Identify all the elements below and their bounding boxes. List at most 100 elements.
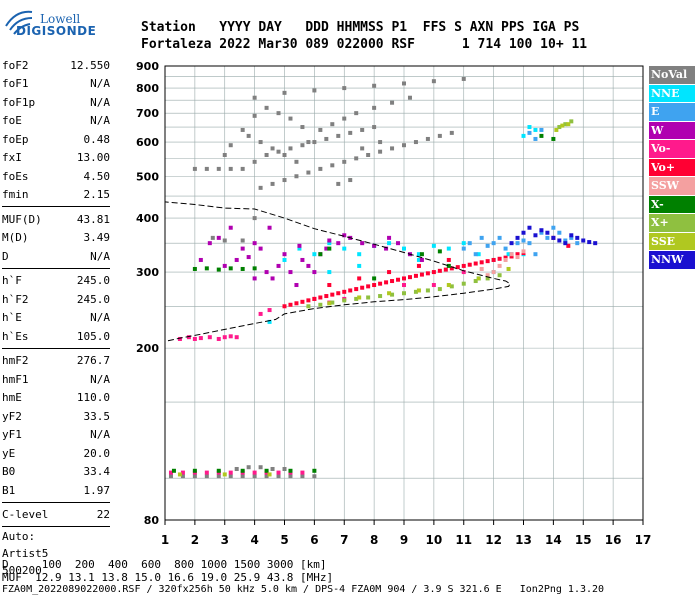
- data-point: [300, 299, 305, 304]
- data-point: [216, 267, 221, 272]
- data-point: [360, 127, 365, 132]
- data-point: [384, 246, 389, 251]
- data-point: [581, 238, 586, 243]
- data-point: [288, 468, 293, 473]
- data-point: [228, 470, 233, 475]
- param-value: 2.15: [83, 188, 111, 202]
- data-point: [419, 257, 424, 262]
- data-point: [216, 235, 221, 240]
- param-row: yF2 33.5: [2, 407, 110, 426]
- data-point: [539, 228, 544, 233]
- data-point: [467, 262, 472, 267]
- legend-item-x-: X-: [649, 195, 695, 213]
- param-group-autoscaling: Auto: Artist5 500200: [2, 530, 110, 581]
- data-point: [387, 235, 392, 240]
- param-value: 43.81: [76, 212, 110, 226]
- data-point: [336, 181, 341, 186]
- data-point: [330, 163, 335, 168]
- data-point: [324, 246, 329, 251]
- data-point: [593, 241, 598, 246]
- data-point: [327, 270, 332, 275]
- data-point: [234, 257, 239, 262]
- data-point: [240, 238, 245, 243]
- legend-item-ssw: SSW: [649, 177, 695, 195]
- data-point: [216, 468, 221, 473]
- data-point: [258, 246, 263, 251]
- param-name: B0: [2, 465, 16, 479]
- data-point: [288, 116, 293, 121]
- param-row: foF2 12.550: [2, 56, 110, 75]
- data-point: [497, 263, 502, 268]
- param-name: foEp: [2, 132, 29, 146]
- data-point: [204, 266, 209, 271]
- data-point: [551, 225, 556, 230]
- data-point: [533, 136, 538, 141]
- param-value: 276.7: [76, 354, 110, 368]
- data-point: [521, 238, 526, 243]
- param-value: 110.0: [76, 391, 110, 405]
- data-point: [192, 468, 197, 473]
- x-tick-label: 16: [605, 533, 622, 547]
- data-point: [566, 243, 571, 248]
- series-nnw: [509, 225, 598, 246]
- series-x-: [306, 119, 574, 309]
- data-point: [437, 133, 442, 138]
- data-point: [246, 465, 251, 470]
- data-point: [390, 146, 395, 151]
- data-point: [497, 235, 502, 240]
- param-value: 245.0: [76, 292, 110, 306]
- data-point: [297, 246, 302, 251]
- data-point: [366, 284, 371, 289]
- series-w: [198, 225, 424, 288]
- series-ssw: [479, 249, 526, 278]
- data-point: [497, 256, 502, 261]
- data-point: [515, 235, 520, 240]
- data-point: [575, 241, 580, 246]
- param-value: N/A: [90, 372, 110, 386]
- data-point: [270, 466, 275, 471]
- param-name: yF1: [2, 428, 22, 442]
- data-point: [587, 240, 592, 245]
- data-point: [521, 133, 526, 138]
- data-point: [258, 465, 263, 470]
- data-point: [521, 249, 526, 254]
- data-point: [527, 125, 532, 130]
- data-point: [240, 127, 245, 132]
- data-point: [566, 122, 571, 127]
- data-point: [378, 294, 383, 299]
- param-name: C-level: [2, 508, 49, 522]
- data-point: [252, 95, 257, 100]
- y-tick-label: 900: [136, 60, 159, 73]
- param-name: fxI: [2, 151, 22, 165]
- param-name: B1: [2, 483, 16, 497]
- footer-muf: MUF 12.9 13.1 13.8 15.0 16.6 19.0 25.9 4…: [2, 571, 334, 584]
- data-point: [372, 83, 377, 88]
- data-point: [246, 255, 251, 260]
- data-point: [177, 336, 182, 341]
- data-point: [461, 76, 466, 81]
- x-tick-label: 11: [455, 533, 472, 547]
- data-point: [533, 252, 538, 257]
- data-point: [297, 243, 302, 248]
- y-tick-label: 700: [136, 107, 159, 120]
- param-name: M(D): [2, 231, 29, 245]
- param-value: 1.97: [83, 483, 111, 497]
- param-row: C-level 22: [2, 506, 110, 525]
- data-point: [267, 319, 272, 324]
- y-tick-label: 300: [136, 266, 159, 279]
- data-point: [491, 257, 496, 262]
- data-point: [327, 301, 332, 306]
- series-nne: [267, 125, 538, 324]
- series-vo-: [168, 270, 466, 475]
- y-tick-label: 600: [136, 136, 159, 149]
- autoscale-text: Artist5: [2, 547, 49, 560]
- x-tick-label: 9: [400, 533, 408, 547]
- data-point: [282, 90, 287, 95]
- data-point: [506, 266, 511, 271]
- data-point: [455, 265, 460, 270]
- data-point: [378, 149, 383, 154]
- data-point: [222, 238, 227, 243]
- data-point: [306, 140, 311, 145]
- data-point: [413, 140, 418, 145]
- param-row: h`E N/A: [2, 309, 110, 328]
